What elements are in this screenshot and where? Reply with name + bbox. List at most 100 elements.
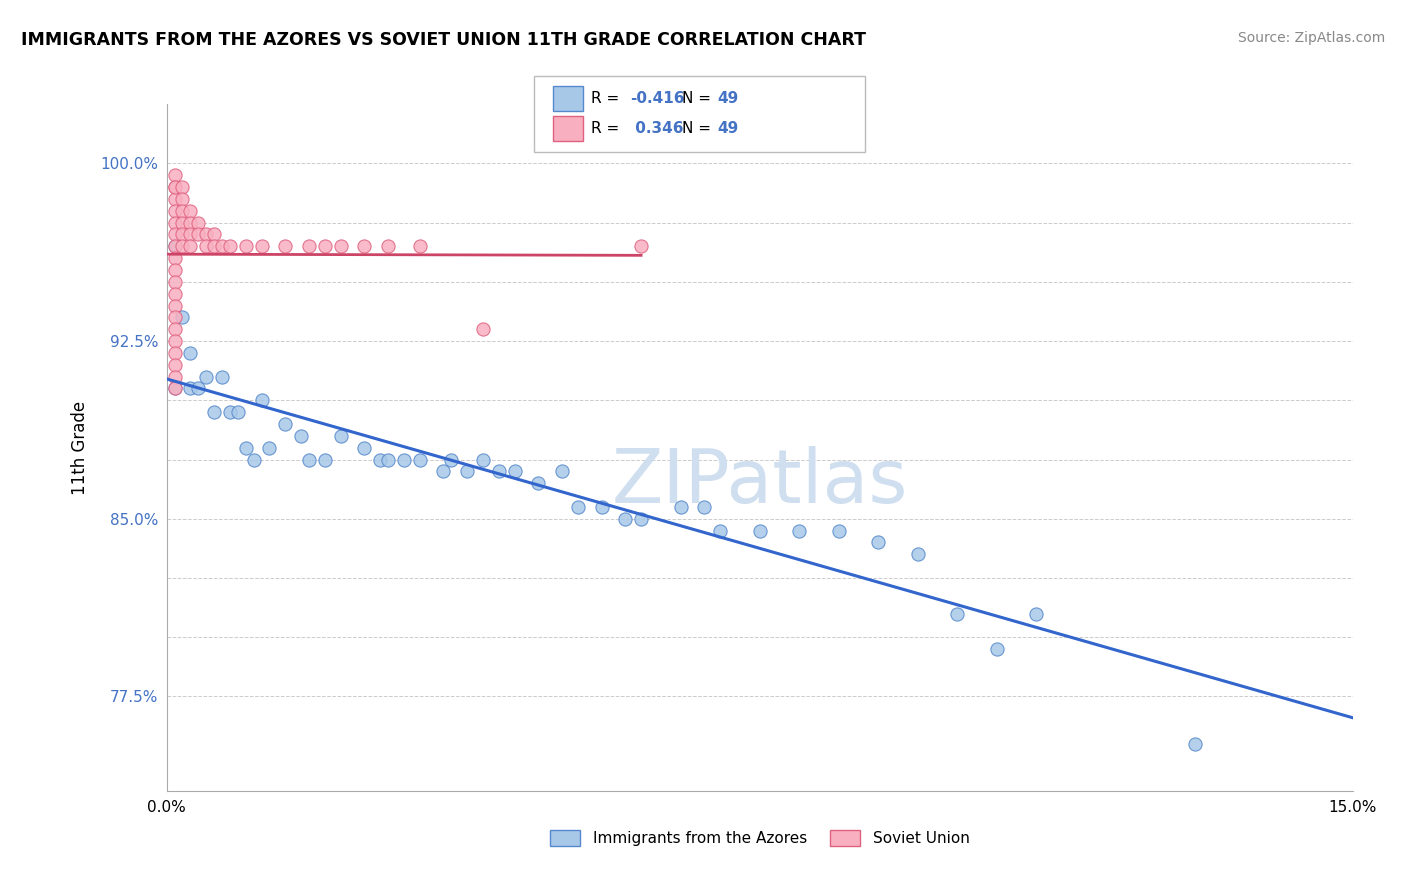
Point (163, 263, 186, 277)
Point (172, 310, 194, 325)
Point (187, 227, 209, 242)
Text: 49: 49 (717, 121, 738, 136)
Point (591, 500, 613, 514)
Point (172, 192, 194, 206)
Point (1184, 737, 1206, 751)
Point (187, 216, 209, 230)
Point (946, 607, 969, 621)
Text: R =: R = (591, 121, 624, 136)
Point (298, 239, 321, 253)
Point (163, 239, 186, 253)
Point (163, 334, 186, 348)
Point (195, 369, 218, 384)
Point (163, 203, 186, 218)
Point (195, 239, 218, 253)
Point (298, 452, 321, 467)
Point (179, 239, 201, 253)
Text: IMMIGRANTS FROM THE AZORES VS SOVIET UNION 11TH GRADE CORRELATION CHART: IMMIGRANTS FROM THE AZORES VS SOVIET UNI… (21, 31, 866, 49)
Point (748, 524, 770, 538)
Point (172, 239, 194, 253)
Point (163, 382, 186, 396)
Point (787, 524, 810, 538)
Point (329, 429, 352, 443)
Point (211, 239, 233, 253)
Point (614, 512, 637, 526)
Point (163, 227, 186, 242)
Point (202, 239, 225, 253)
Point (163, 168, 186, 182)
Text: 0.346: 0.346 (630, 121, 683, 136)
Point (226, 405, 249, 419)
Point (472, 322, 495, 336)
Point (211, 369, 233, 384)
Point (907, 547, 929, 561)
Point (219, 239, 242, 253)
Point (432, 464, 454, 478)
Point (409, 452, 432, 467)
Point (329, 239, 352, 253)
Point (828, 524, 851, 538)
Point (172, 216, 194, 230)
Point (163, 286, 186, 301)
Point (219, 405, 242, 419)
Point (163, 180, 186, 194)
Point (163, 216, 186, 230)
Point (314, 452, 336, 467)
Point (172, 180, 194, 194)
Point (274, 417, 297, 431)
Point (290, 429, 312, 443)
Point (242, 452, 264, 467)
Point (179, 382, 201, 396)
Point (187, 382, 209, 396)
Point (377, 452, 399, 467)
Point (630, 239, 652, 253)
Point (551, 464, 574, 478)
Text: R =: R = (591, 91, 624, 105)
Point (440, 452, 463, 467)
Point (163, 239, 186, 253)
Text: Source: ZipAtlas.com: Source: ZipAtlas.com (1237, 31, 1385, 45)
Point (709, 524, 731, 538)
Point (314, 239, 336, 253)
Text: N =: N = (682, 91, 716, 105)
Text: -0.416: -0.416 (630, 91, 685, 105)
Point (163, 310, 186, 325)
Text: 49: 49 (717, 91, 738, 105)
Point (163, 346, 186, 360)
Point (456, 464, 478, 478)
Point (235, 239, 257, 253)
Point (368, 452, 391, 467)
Point (567, 500, 589, 514)
Point (409, 239, 432, 253)
Point (503, 464, 526, 478)
Point (235, 441, 257, 455)
Point (274, 239, 297, 253)
Y-axis label: 11th Grade: 11th Grade (72, 401, 89, 495)
Point (202, 405, 225, 419)
Point (163, 382, 186, 396)
Point (250, 393, 273, 408)
Text: ZIPatlas: ZIPatlas (612, 446, 908, 518)
Point (986, 642, 1008, 657)
Point (488, 464, 510, 478)
Point (163, 358, 186, 372)
Point (163, 275, 186, 289)
Text: N =: N = (682, 121, 716, 136)
Point (693, 500, 716, 514)
Point (250, 239, 273, 253)
Point (163, 322, 186, 336)
Point (527, 476, 550, 491)
Point (377, 239, 399, 253)
Point (179, 203, 201, 218)
Point (195, 227, 218, 242)
Point (179, 216, 201, 230)
Point (172, 203, 194, 218)
Point (472, 452, 495, 467)
Point (179, 227, 201, 242)
Point (163, 369, 186, 384)
Point (172, 227, 194, 242)
Point (163, 251, 186, 265)
Legend: Immigrants from the Azores, Soviet Union: Immigrants from the Azores, Soviet Union (544, 824, 976, 852)
Point (179, 346, 201, 360)
Point (868, 535, 890, 549)
